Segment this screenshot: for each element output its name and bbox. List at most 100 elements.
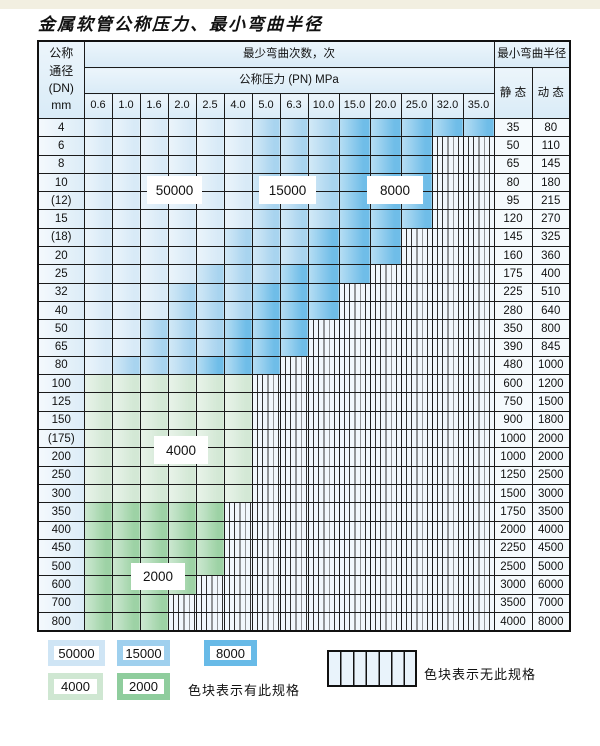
cell-pn-0.6: [83, 429, 113, 449]
cell-pn-15.0: [338, 593, 371, 614]
cell-pn-10.0: [307, 465, 340, 485]
cell-dynamic: 800: [531, 319, 571, 339]
cell-pn-10.0: [307, 300, 340, 321]
table-row: 32 225 510: [37, 282, 571, 302]
cell-pn-10.0: [307, 447, 340, 467]
pressure-tick-0.6: 0.6: [83, 93, 113, 119]
cell-pn-6.3: [279, 154, 309, 174]
cell-pn-25.0: [400, 117, 433, 138]
pressure-tick-25.0: 25.0: [400, 93, 433, 119]
cell-pn-35.0: [462, 319, 495, 339]
cell-pn-4.0: [223, 227, 253, 248]
cell-pn-10.0: [307, 392, 340, 412]
cell-dn: 200: [37, 447, 85, 467]
cell-pn-6.3: [279, 447, 309, 467]
cell-pn-5.0: [251, 465, 281, 485]
pressure-tick-2.0: 2.0: [167, 93, 197, 119]
cell-pn-15.0: [338, 392, 371, 412]
cell-pn-15.0: [338, 191, 371, 211]
cell-pn-0.6: [83, 209, 113, 229]
table-row: 6 50 110: [37, 136, 571, 156]
pressure-tick-1.6: 1.6: [139, 93, 169, 119]
cell-pn-10.0: [307, 612, 340, 632]
cell-pn-0.6: [83, 538, 113, 559]
cell-pn-5.0: [251, 136, 281, 156]
cell-pn-0.6: [83, 593, 113, 614]
cell-pn-5.0: [251, 337, 281, 357]
cell-pn-4.0: [223, 593, 253, 614]
cell-pn-6.3: [279, 136, 309, 156]
cell-pn-15.0: [338, 264, 371, 284]
zone-label-4000: 4000: [154, 436, 208, 464]
cell-pn-2.5: [195, 300, 225, 321]
cell-pn-5.0: [251, 502, 281, 522]
cell-static: 120: [493, 209, 533, 229]
cell-pn-4.0: [223, 191, 253, 211]
spec-table: 公称 通径 (DN) mm 最少弯曲次数，次 最小弯曲半径 公称压力 (PN) MPa 静 态…: [37, 40, 571, 633]
cell-dynamic: 215: [531, 191, 571, 211]
cell-pn-5.0: [251, 227, 281, 248]
cell-pn-35.0: [462, 337, 495, 357]
cell-pn-32.0: [431, 264, 464, 284]
cell-pn-2.0: [167, 410, 197, 431]
table-row: 20 160 360: [37, 246, 571, 266]
cell-pn-5.0: [251, 209, 281, 229]
cell-pn-1.0: [111, 227, 141, 248]
cell-pn-6.3: [279, 282, 309, 302]
cell-pn-1.0: [111, 429, 141, 449]
cell-pn-2.0: [167, 502, 197, 522]
cell-pn-1.6: [139, 246, 169, 266]
pressure-tick-35.0: 35.0: [462, 93, 495, 119]
cell-pn-15.0: [338, 172, 371, 193]
cell-pn-2.5: [195, 538, 225, 559]
cell-pn-32.0: [431, 209, 464, 229]
cell-pn-1.6: [139, 300, 169, 321]
cell-pn-15.0: [338, 538, 371, 559]
cell-pn-20.0: [369, 117, 402, 138]
zone-label-50000: 50000: [147, 176, 202, 204]
cell-pn-25.0: [400, 319, 433, 339]
cell-pn-6.3: [279, 300, 309, 321]
cell-pn-15.0: [338, 209, 371, 229]
cell-pn-1.6: [139, 282, 169, 302]
cell-pn-6.3: [279, 319, 309, 339]
cell-static: 2500: [493, 557, 533, 577]
cell-pn-1.6: [139, 392, 169, 412]
cell-pn-1.0: [111, 502, 141, 522]
cell-pn-25.0: [400, 593, 433, 614]
cell-pn-5.0: [251, 355, 281, 376]
cell-pn-1.6: [139, 593, 169, 614]
cell-pn-20.0: [369, 227, 402, 248]
cell-dynamic: 1200: [531, 374, 571, 394]
cell-pn-35.0: [462, 264, 495, 284]
cell-pn-35.0: [462, 557, 495, 577]
cell-pn-0.6: [83, 337, 113, 357]
cell-pn-2.0: [167, 282, 197, 302]
cell-pn-2.0: [167, 319, 197, 339]
cell-pn-1.6: [139, 520, 169, 540]
cell-pn-6.3: [279, 209, 309, 229]
cell-pn-0.6: [83, 117, 113, 138]
cell-pn-10.0: [307, 429, 340, 449]
cell-pn-5.0: [251, 447, 281, 467]
cell-pn-2.5: [195, 209, 225, 229]
cell-pn-1.0: [111, 337, 141, 357]
table-row: 500 2500 5000: [37, 557, 571, 577]
cell-pn-0.6: [83, 136, 113, 156]
cell-dynamic: 8000: [531, 612, 571, 632]
cell-pn-1.0: [111, 246, 141, 266]
cell-pn-1.0: [111, 538, 141, 559]
cell-pn-20.0: [369, 337, 402, 357]
pressure-tick-32.0: 32.0: [431, 93, 464, 119]
cell-pn-15.0: [338, 429, 371, 449]
dn-header-line-0: 公称: [49, 46, 74, 61]
cell-pn-15.0: [338, 136, 371, 156]
cell-pn-20.0: [369, 246, 402, 266]
cell-pn-35.0: [462, 300, 495, 321]
table-row: 100 600 1200: [37, 374, 571, 394]
cell-pn-20.0: [369, 447, 402, 467]
cell-pn-20.0: [369, 520, 402, 540]
cell-dn: 400: [37, 520, 85, 540]
cell-dn: 6: [37, 136, 85, 156]
cell-pn-1.6: [139, 410, 169, 431]
